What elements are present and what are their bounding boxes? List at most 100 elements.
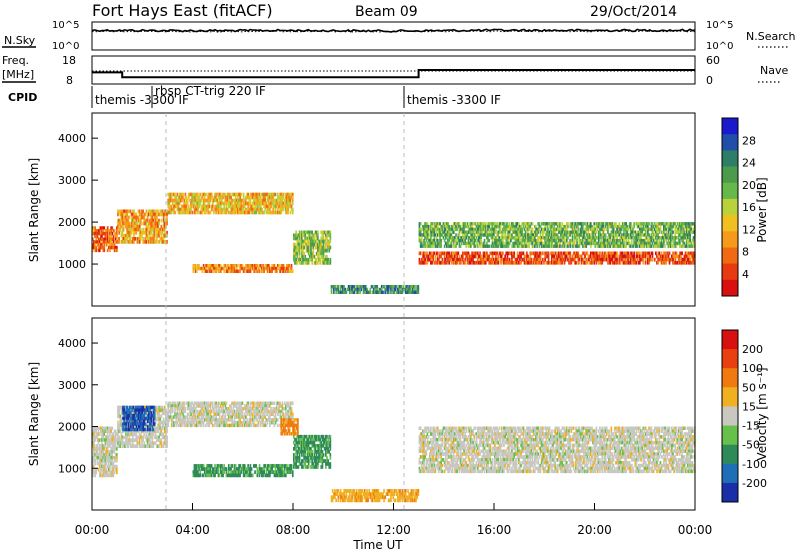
power-cells-cell <box>160 233 163 238</box>
power-cells-cell <box>253 269 255 273</box>
power-cells-cell <box>534 251 536 256</box>
power-cells-cell <box>222 195 224 200</box>
power-cells-cell <box>690 224 693 229</box>
power-cells-cell <box>615 260 617 265</box>
power-cells-cell <box>226 192 229 197</box>
power-cells-cell <box>274 198 277 203</box>
power-cells-cell <box>336 287 339 292</box>
power-cells-cell <box>254 195 256 200</box>
power-cells-cell <box>499 230 502 234</box>
power-cells-cell <box>579 227 582 232</box>
vel-cells-cell <box>144 435 147 440</box>
power-cells-cell <box>288 198 291 203</box>
vel-cells-cell <box>126 416 129 421</box>
vel-cells-cell <box>163 408 166 413</box>
power-cells-cell <box>317 230 319 235</box>
power-cells-cell <box>120 230 123 235</box>
power-cells-cell <box>538 227 541 232</box>
power-cells-cell <box>122 212 125 217</box>
power-cells-cell <box>467 238 470 243</box>
power-cells-cell <box>604 244 607 248</box>
power-cells-cell <box>532 257 535 262</box>
power-cells-cell <box>124 240 126 244</box>
power-cells-cell <box>92 231 94 236</box>
power-cells-cell <box>261 207 263 212</box>
power-cells-cell <box>689 244 691 248</box>
vel-cells-cell <box>110 438 112 442</box>
power-cells-cell <box>616 260 618 265</box>
power-cells-cell <box>167 204 170 209</box>
power-cells-cell <box>217 264 220 268</box>
power-cells-cell <box>121 209 124 214</box>
power-cells-cell <box>121 215 124 220</box>
power-cells-cell <box>174 204 176 209</box>
power-cells-cell <box>241 210 244 215</box>
power-cells-cell <box>575 260 577 265</box>
power-cells-cell <box>515 233 518 237</box>
power-cells-cell <box>573 227 576 232</box>
power-cells-cell <box>602 244 605 248</box>
power-cells-cell <box>237 192 239 197</box>
power-cells-cell <box>162 218 165 223</box>
power-cells-cell <box>505 257 508 262</box>
power-cells-cell <box>487 244 489 248</box>
power-cells-cell <box>451 238 454 243</box>
power-cells-cell <box>585 224 588 229</box>
power-cells-cell <box>209 198 212 203</box>
power-cells-cell <box>575 254 577 259</box>
vel-cells-cell <box>105 426 108 430</box>
power-cells-cell <box>607 260 609 265</box>
power-cells-cell <box>422 227 424 232</box>
power-cells-cell <box>311 257 313 262</box>
power-cells-cell <box>317 248 319 253</box>
power-cells-cell <box>272 192 275 197</box>
power-cells-cell <box>527 227 529 232</box>
power-cells-cell <box>518 227 520 232</box>
power-cells-cell <box>480 238 482 243</box>
power-cells-cell <box>565 251 568 256</box>
power-cells-cell <box>596 257 599 262</box>
power-cells-cell <box>604 224 607 229</box>
power-cells-cell <box>320 230 323 235</box>
power-cells-cell <box>280 207 283 212</box>
power-cells-cell <box>596 251 599 256</box>
vel-cells-cell <box>109 426 111 430</box>
vel-cells-cell <box>119 417 122 422</box>
power-cells-cell <box>161 240 164 244</box>
power-cells-cell <box>198 204 200 209</box>
power-cells-cell <box>683 241 686 246</box>
power-cells-cell <box>141 230 143 235</box>
power-cells-cell <box>403 287 406 292</box>
power-cells-cell <box>231 210 233 215</box>
power-cells-cell <box>433 224 436 229</box>
power-cells-cell <box>648 251 650 256</box>
power-cells-cell <box>302 261 304 265</box>
vel-cells-cell <box>101 464 103 469</box>
power-cells-cell <box>531 236 534 240</box>
power-cells-cell <box>184 195 187 200</box>
power-cells-cell <box>450 244 453 248</box>
power-cells-cell <box>285 207 287 212</box>
power-cells-cell <box>491 238 494 243</box>
power-cells-cell <box>251 195 254 200</box>
power-cells-cell <box>641 222 643 226</box>
power-cells-cell <box>226 269 229 273</box>
power-cells-cell <box>634 238 637 243</box>
power-cells-cell <box>507 236 510 240</box>
power-cells-cell <box>475 251 478 256</box>
power-cells-cell <box>677 241 680 246</box>
power-cells-cell <box>186 198 189 203</box>
vel-cells-cell <box>105 447 108 451</box>
power-cells-cell <box>581 233 584 237</box>
power-cells-cell <box>298 233 301 238</box>
power-cells-cell <box>352 285 355 289</box>
power-cells-cell <box>140 227 142 232</box>
power-cells-cell <box>311 239 313 244</box>
power-cells-cell <box>513 260 516 265</box>
power-cells-cell <box>158 230 160 235</box>
power-cells-cell <box>593 257 596 262</box>
power-cells-cell <box>321 248 324 253</box>
power-cells-cell <box>217 210 220 215</box>
power-cells-cell <box>267 192 270 197</box>
power-cells-cell <box>231 266 233 271</box>
